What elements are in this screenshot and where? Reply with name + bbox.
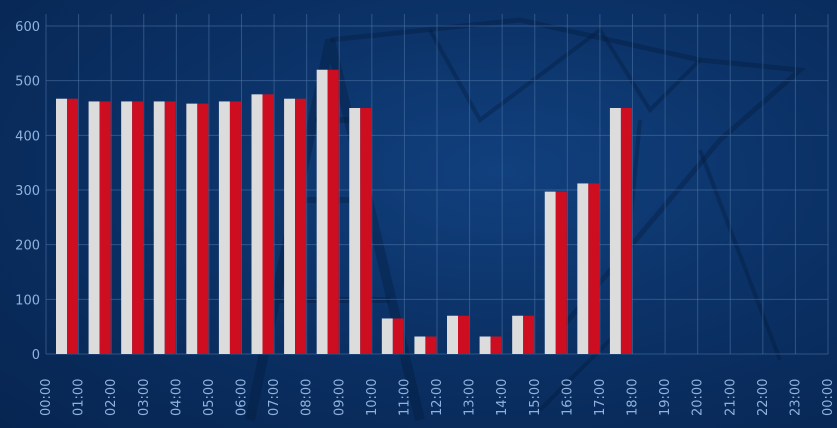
x-tick-label: 06:00 [235,379,250,416]
x-tick-label: 10:00 [365,379,380,416]
bar-series-2 [327,69,339,354]
bar-series-2 [490,336,502,354]
x-tick-label: 00:00 [821,379,836,416]
bar-series-1 [479,336,491,354]
bar-series-2 [132,101,144,354]
bar-series-1 [349,108,361,354]
x-tick-label: 09:00 [332,379,347,416]
bar-series-2 [360,108,372,354]
bar-series-2 [392,318,404,354]
y-tick-label: 100 [15,293,40,308]
y-tick-label: 300 [15,184,40,199]
bar-series-1 [88,101,100,354]
x-tick-label: 07:00 [267,379,282,416]
bar-series-1 [609,108,621,354]
bar-series-1 [153,101,165,354]
x-tick-label: 13:00 [463,379,478,416]
bar-series-2 [295,98,307,354]
bar-series-1 [447,315,458,354]
bar-series-1 [544,191,556,354]
bar-series-1 [251,94,263,354]
bar-series-2 [425,336,437,354]
bar-series-2 [588,183,600,354]
bar-series-2 [197,103,209,354]
y-tick-label: 400 [15,129,40,144]
bar-series-1 [186,103,198,354]
x-tick-label: 14:00 [495,379,510,416]
x-tick-label: 05:00 [202,379,217,416]
y-tick-label: 200 [15,239,40,254]
x-tick-label: 01:00 [72,379,87,416]
x-tick-label: 03:00 [137,379,152,416]
bar-series-1 [218,101,230,354]
x-tick-label: 08:00 [300,379,315,416]
bar-series-2 [555,191,567,354]
x-tick-label: 15:00 [528,379,543,416]
bar-series-2 [262,94,274,354]
bar-series-2 [164,101,176,354]
bar-series-1 [121,101,133,354]
bar-series-1 [284,98,296,354]
y-tick-label: 600 [15,20,40,35]
y-tick-label: 0 [32,348,40,363]
bar-series-1 [56,98,67,354]
bar-series-2 [229,101,241,354]
bar-series-2 [620,108,632,354]
bar-series-2 [99,101,111,354]
x-tick-label: 23:00 [788,379,803,416]
bar-series-1 [577,183,589,354]
bar-series-2 [67,98,78,354]
x-tick-label: 02:00 [104,379,119,416]
x-tick-label: 04:00 [169,379,184,416]
y-tick-label: 500 [15,75,40,90]
x-tick-label: 18:00 [626,379,641,416]
bar-series-1 [414,336,426,354]
x-tick-label: 22:00 [756,379,771,416]
x-tick-label: 19:00 [658,379,673,416]
x-tick-label: 11:00 [397,379,412,416]
bar-series-1 [381,318,393,354]
x-tick-label: 21:00 [723,379,738,416]
x-tick-label: 20:00 [691,379,706,416]
x-tick-label: 16:00 [560,379,575,416]
x-tick-label: 00:00 [39,379,54,416]
x-tick-label: 12:00 [430,379,445,416]
x-tick-label: 17:00 [593,379,608,416]
bar-series-2 [458,315,469,354]
bar-series-1 [512,315,524,354]
bar-series-2 [523,315,535,354]
bar-series-1 [316,69,328,354]
